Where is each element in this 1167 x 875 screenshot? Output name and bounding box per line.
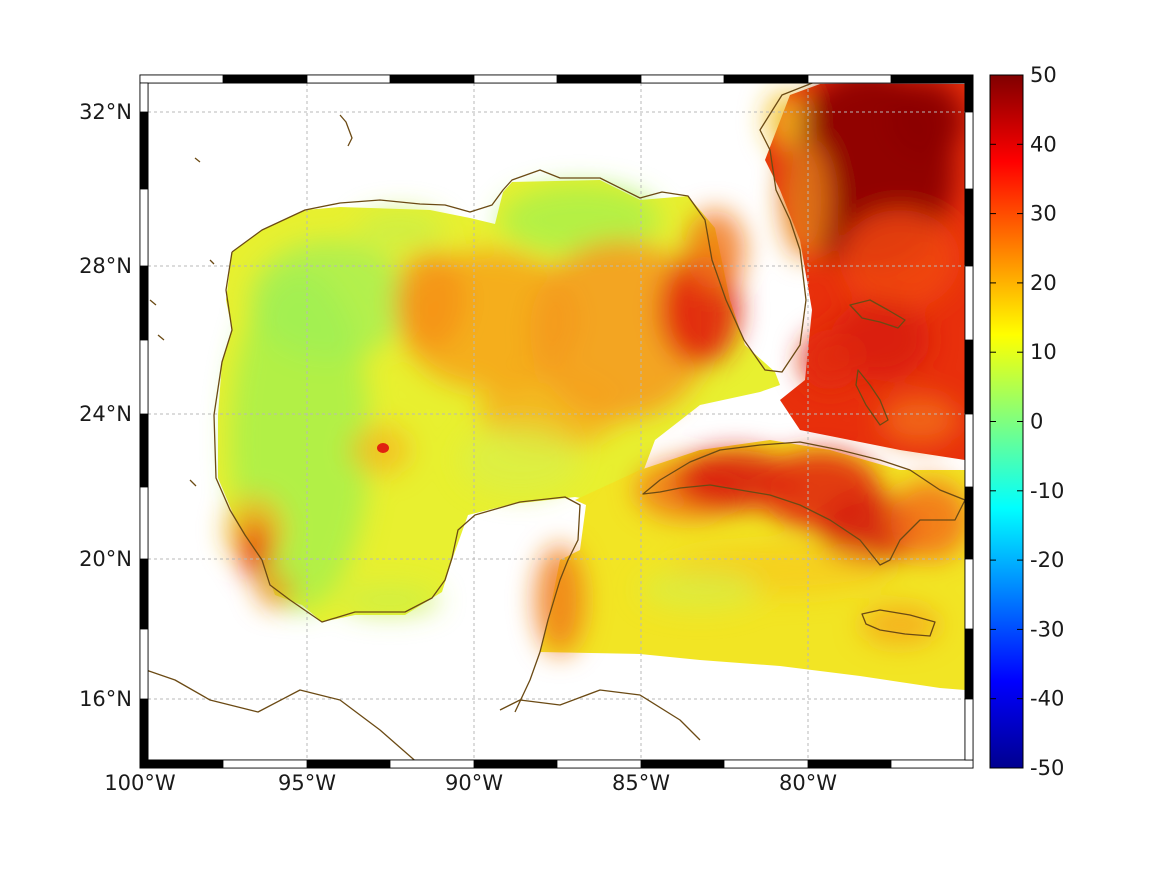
graticule (148, 83, 965, 760)
coastlines (148, 83, 965, 760)
lon-tick-label: 85°W (612, 771, 670, 795)
lon-tick-label: 80°W (779, 771, 837, 795)
lon-tick-label: 90°W (445, 771, 503, 795)
lat-tick-label: 24°N (79, 402, 132, 426)
colorbar: 50 40 30 20 10 0 -10 -20 -30 -40 -50 (989, 63, 1064, 780)
colorbar-tick-label: -10 (1030, 479, 1064, 503)
lat-tick-label: 32°N (79, 100, 132, 124)
colorbar-tick-label: 50 (1030, 63, 1057, 87)
lat-axis: 32°N 28°N 24°N 20°N 16°N (79, 100, 132, 711)
colorbar-tick-label: 0 (1030, 410, 1043, 434)
colorbar-tick-label: 30 (1030, 202, 1057, 226)
colorbar-tick-label: -20 (1030, 548, 1064, 572)
map-border (139, 74, 974, 769)
lat-tick-label: 28°N (79, 254, 132, 278)
colorbar-ticks (990, 143, 1023, 700)
colorbar-tick-label: -50 (1030, 756, 1064, 780)
colorbar-tick-label: 40 (1030, 132, 1057, 156)
lat-tick-label: 16°N (79, 687, 132, 711)
lat-tick-label: 20°N (79, 547, 132, 571)
map-panel (148, 83, 965, 760)
colorbar-tick-label: 20 (1030, 271, 1057, 295)
colorbar-tick-label: 10 (1030, 340, 1057, 364)
lon-axis: 100°W 95°W 90°W 85°W 80°W (104, 771, 837, 795)
heatmap-field (218, 83, 965, 690)
warm-spot (377, 443, 389, 453)
lon-tick-label: 100°W (104, 771, 176, 795)
colorbar-tick-label: -40 (1030, 687, 1064, 711)
lon-tick-label: 95°W (278, 771, 336, 795)
colorbar-tick-label: -30 (1030, 617, 1064, 641)
